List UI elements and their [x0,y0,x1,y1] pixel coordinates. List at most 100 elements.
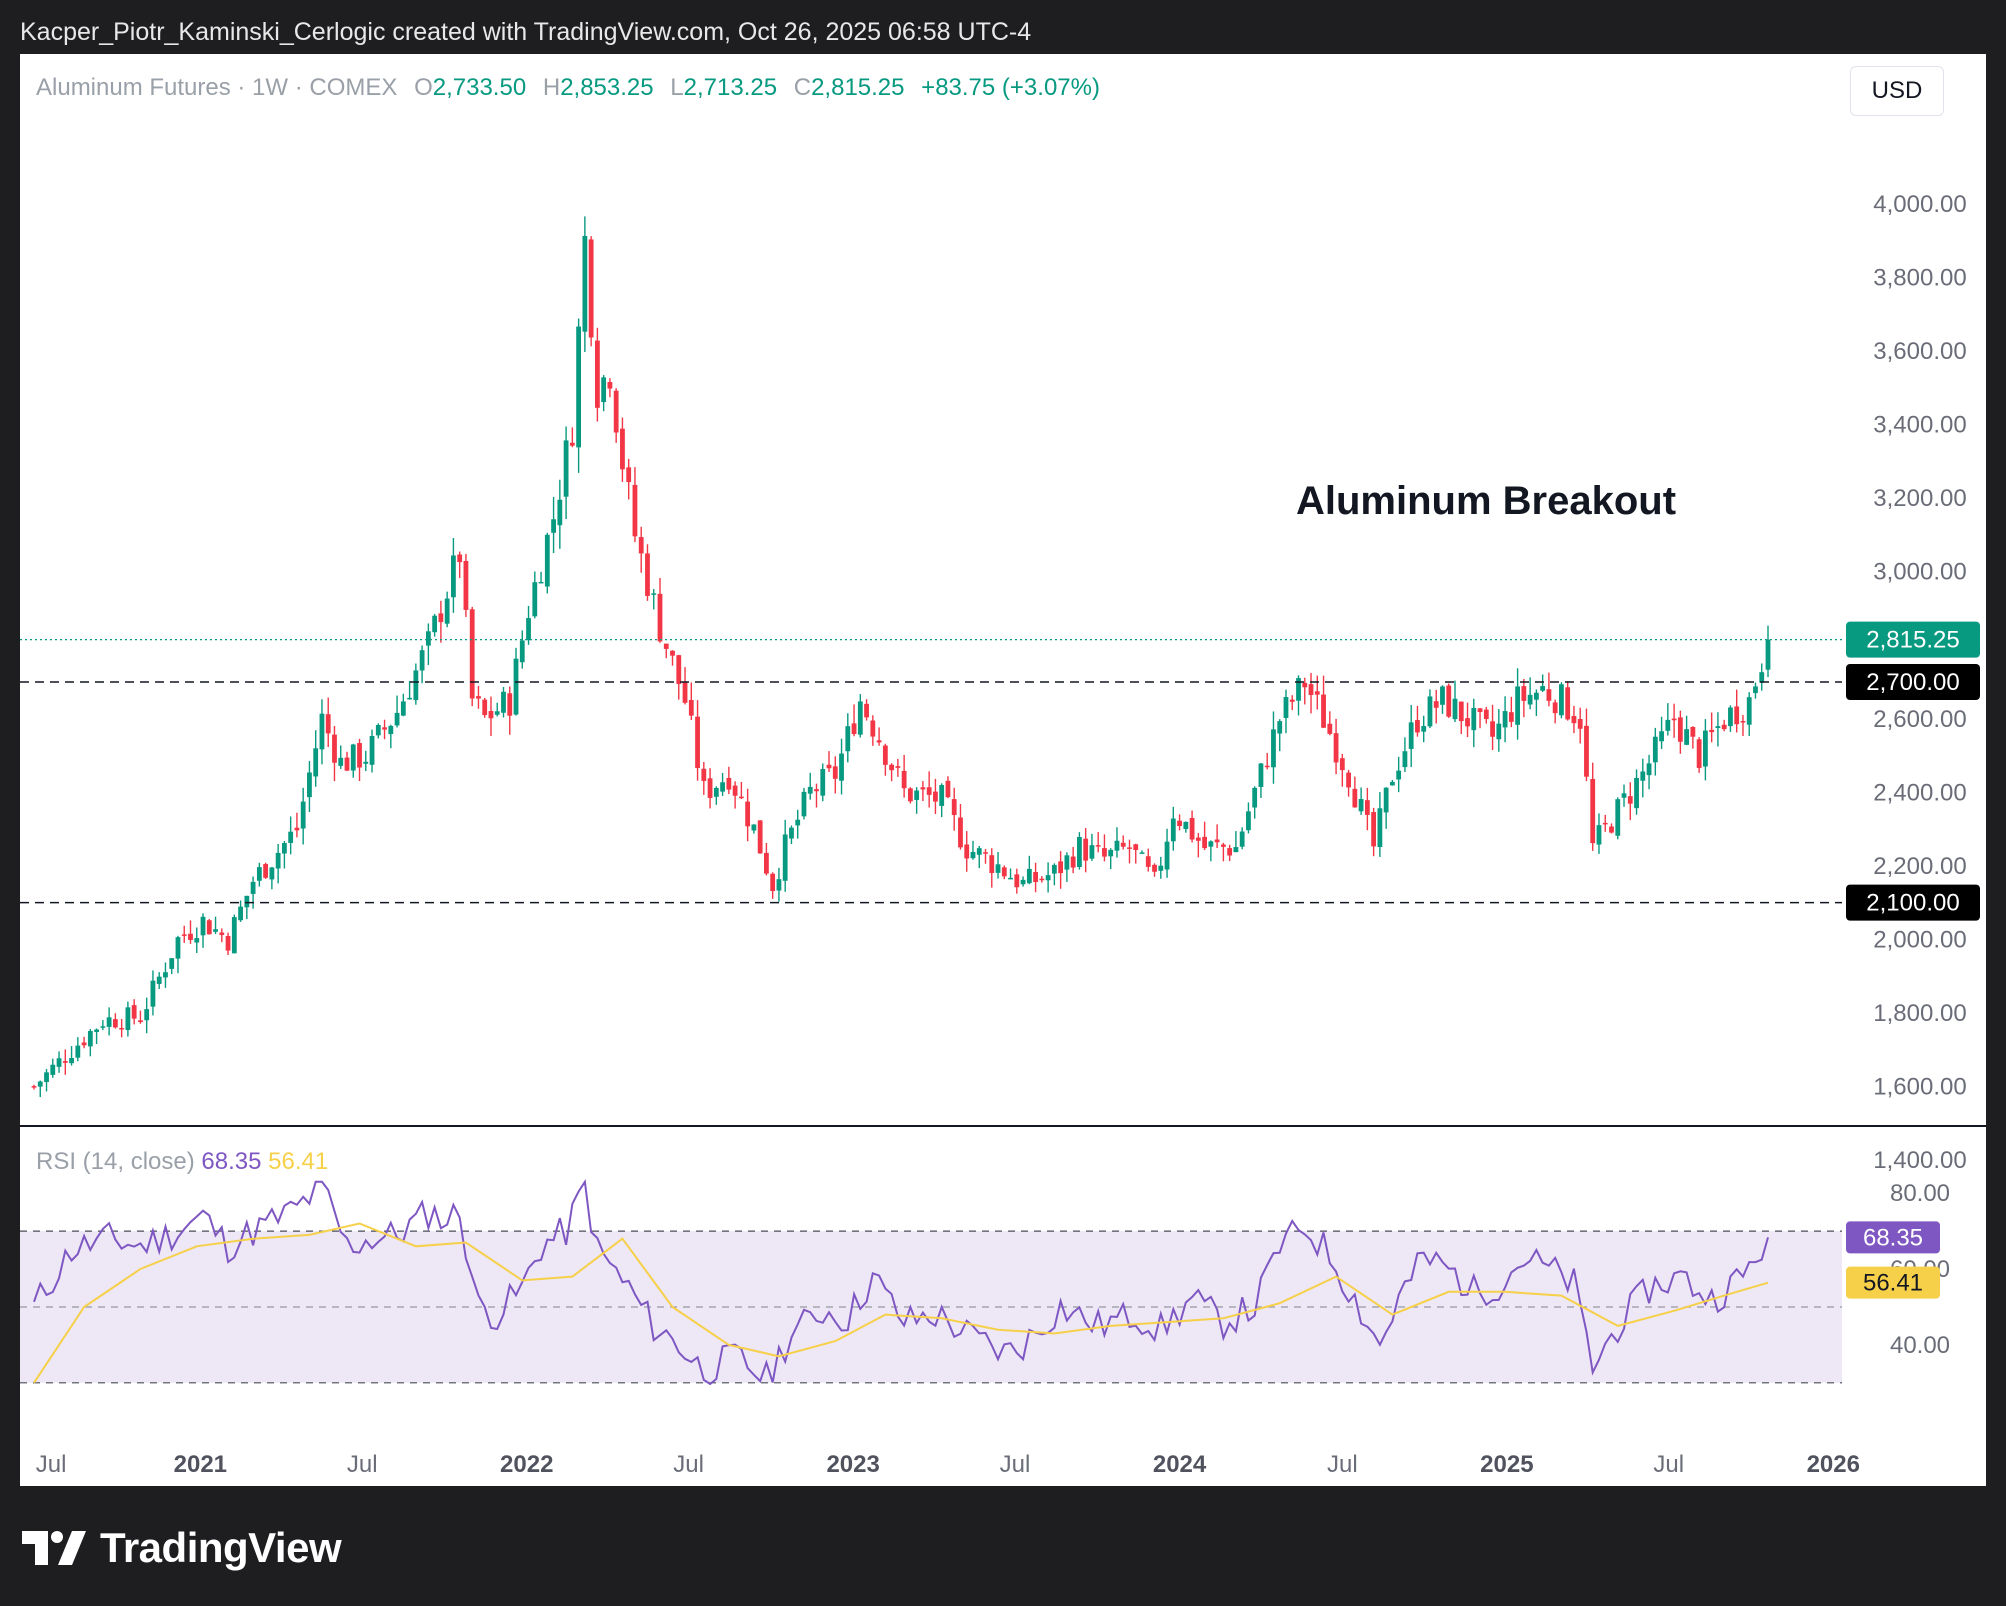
candle-body [507,693,513,716]
candle-body [676,655,682,684]
candle [94,1028,99,1044]
candle-body [1314,691,1320,695]
candle-body [1477,708,1483,713]
candle [256,862,262,887]
candle [357,738,362,782]
candle-body [901,770,907,789]
candle [663,643,669,659]
candle-body [1659,731,1664,742]
candle [1577,707,1583,744]
candle [764,842,769,876]
candle [1220,842,1226,862]
candle [1546,672,1552,707]
candle [951,787,957,831]
chart-canvas[interactable]: 4,000.00 3,800.00 3,600.00 3,400.00 3,200.00… [20,54,1986,1486]
candle-body [394,712,400,726]
candle [1120,835,1126,850]
candle-body [1690,726,1696,737]
candle [1471,698,1477,748]
currency-button[interactable]: USD [1850,66,1944,116]
candle-body [1433,701,1439,708]
candle [369,729,375,773]
candle [970,840,976,860]
candle-body [469,609,475,699]
candle-body [519,640,525,663]
candle [394,695,400,728]
chart-frame: 4,000.00 3,800.00 3,600.00 3,400.00 3,200.00… [20,54,1986,1486]
candle-body [594,340,600,408]
rsi-legend: RSI (14, close) 68.35 56.41 [36,1148,328,1176]
candle-body [75,1045,81,1058]
candle [1077,832,1082,870]
candle [782,819,788,892]
candle-body [1753,686,1758,694]
candle [281,840,287,869]
candle-body [213,929,218,932]
candle [501,686,506,718]
candle [1314,675,1320,710]
candle [1333,718,1339,775]
candle [544,532,550,594]
candle-body [1339,758,1345,771]
candle [1051,863,1057,886]
candle-body [895,766,901,768]
last-price-box [1846,621,1980,658]
candle [1026,855,1032,885]
candle [175,935,181,974]
candle [1014,868,1020,894]
rsi-title[interactable]: RSI (14, close) [36,1148,195,1175]
candle-body [882,745,888,765]
rsi-value-box [1846,1221,1940,1254]
candle-body [1665,719,1671,731]
candle [1246,802,1251,834]
level-label: 2,700.00 [1866,669,1959,696]
candle [926,771,932,808]
candle [363,750,369,772]
candle [56,1051,62,1073]
candle-body [269,867,275,880]
candle-body [457,554,463,563]
candle [895,758,901,777]
tradingview-logo[interactable]: TradingView [22,1520,342,1576]
time-tick-label: Jul [1327,1451,1358,1478]
candle-body [81,1042,87,1046]
candle [294,812,300,838]
candle-body [1296,678,1301,701]
candle-body [1408,722,1414,749]
candle [814,783,819,808]
candle-body [425,631,431,646]
candle [238,900,243,922]
candle [250,876,256,909]
candle [1058,851,1064,889]
candle [1346,769,1351,797]
candle-body [651,593,657,595]
candle-body [194,938,200,943]
candle-body [713,787,719,797]
candle [275,843,281,884]
candle-body [789,827,794,839]
candle [1759,663,1765,691]
candle [713,786,719,805]
candle [119,1019,125,1038]
candle [920,781,926,801]
time-tick-label: Jul [1653,1451,1684,1478]
candle [701,762,707,795]
candle-body [1508,712,1514,722]
candle-body [1214,839,1220,843]
candle [1396,756,1402,793]
candle [388,724,394,749]
candle [1559,682,1564,719]
candle-body [1527,694,1533,705]
candle-body [1033,871,1038,883]
candle [1233,831,1239,853]
candle-body [1746,697,1752,725]
candle-body [357,743,362,768]
candle-body [1590,778,1596,844]
candle-body [926,787,932,795]
candle-body [44,1072,49,1083]
candle [995,851,1001,879]
candle [69,1046,74,1066]
candle [444,591,450,628]
symbol-title[interactable]: Aluminum Futures · 1W · COMEX [36,74,398,101]
candle-body [989,855,995,873]
